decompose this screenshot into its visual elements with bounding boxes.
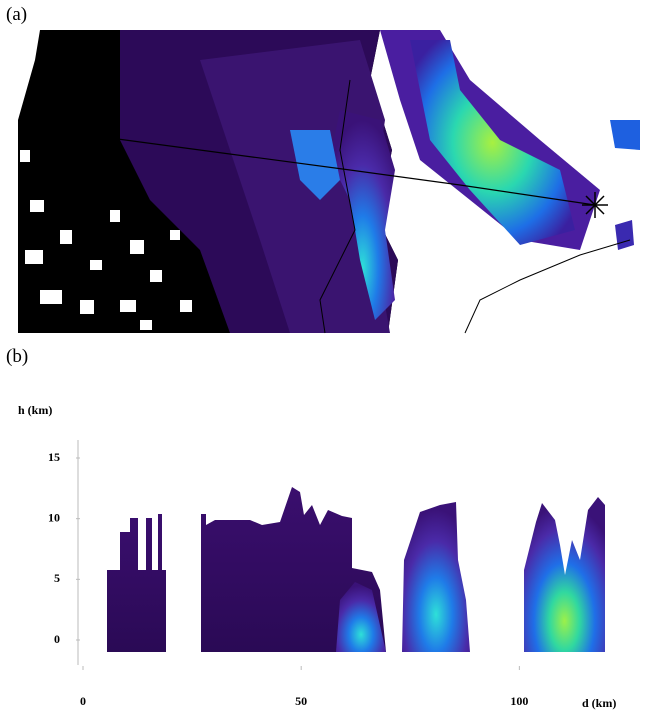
y-tick-label: 0 bbox=[54, 632, 60, 646]
y-axis-title: h (km) bbox=[18, 403, 52, 417]
x-axis-title: d (km) bbox=[582, 696, 616, 710]
x-tick-label: 50 bbox=[295, 694, 307, 708]
x-tick-label: 0 bbox=[80, 694, 86, 708]
radar-image bbox=[18, 30, 640, 334]
y-tick-label: 5 bbox=[54, 571, 60, 585]
panel-label: (a) bbox=[6, 4, 27, 25]
y-tick-label: 10 bbox=[48, 510, 60, 524]
y-tick-label: 15 bbox=[48, 450, 60, 464]
panel-label: (b) bbox=[6, 346, 28, 367]
cross-section bbox=[107, 487, 605, 652]
x-tick-label: 100 bbox=[510, 694, 528, 708]
